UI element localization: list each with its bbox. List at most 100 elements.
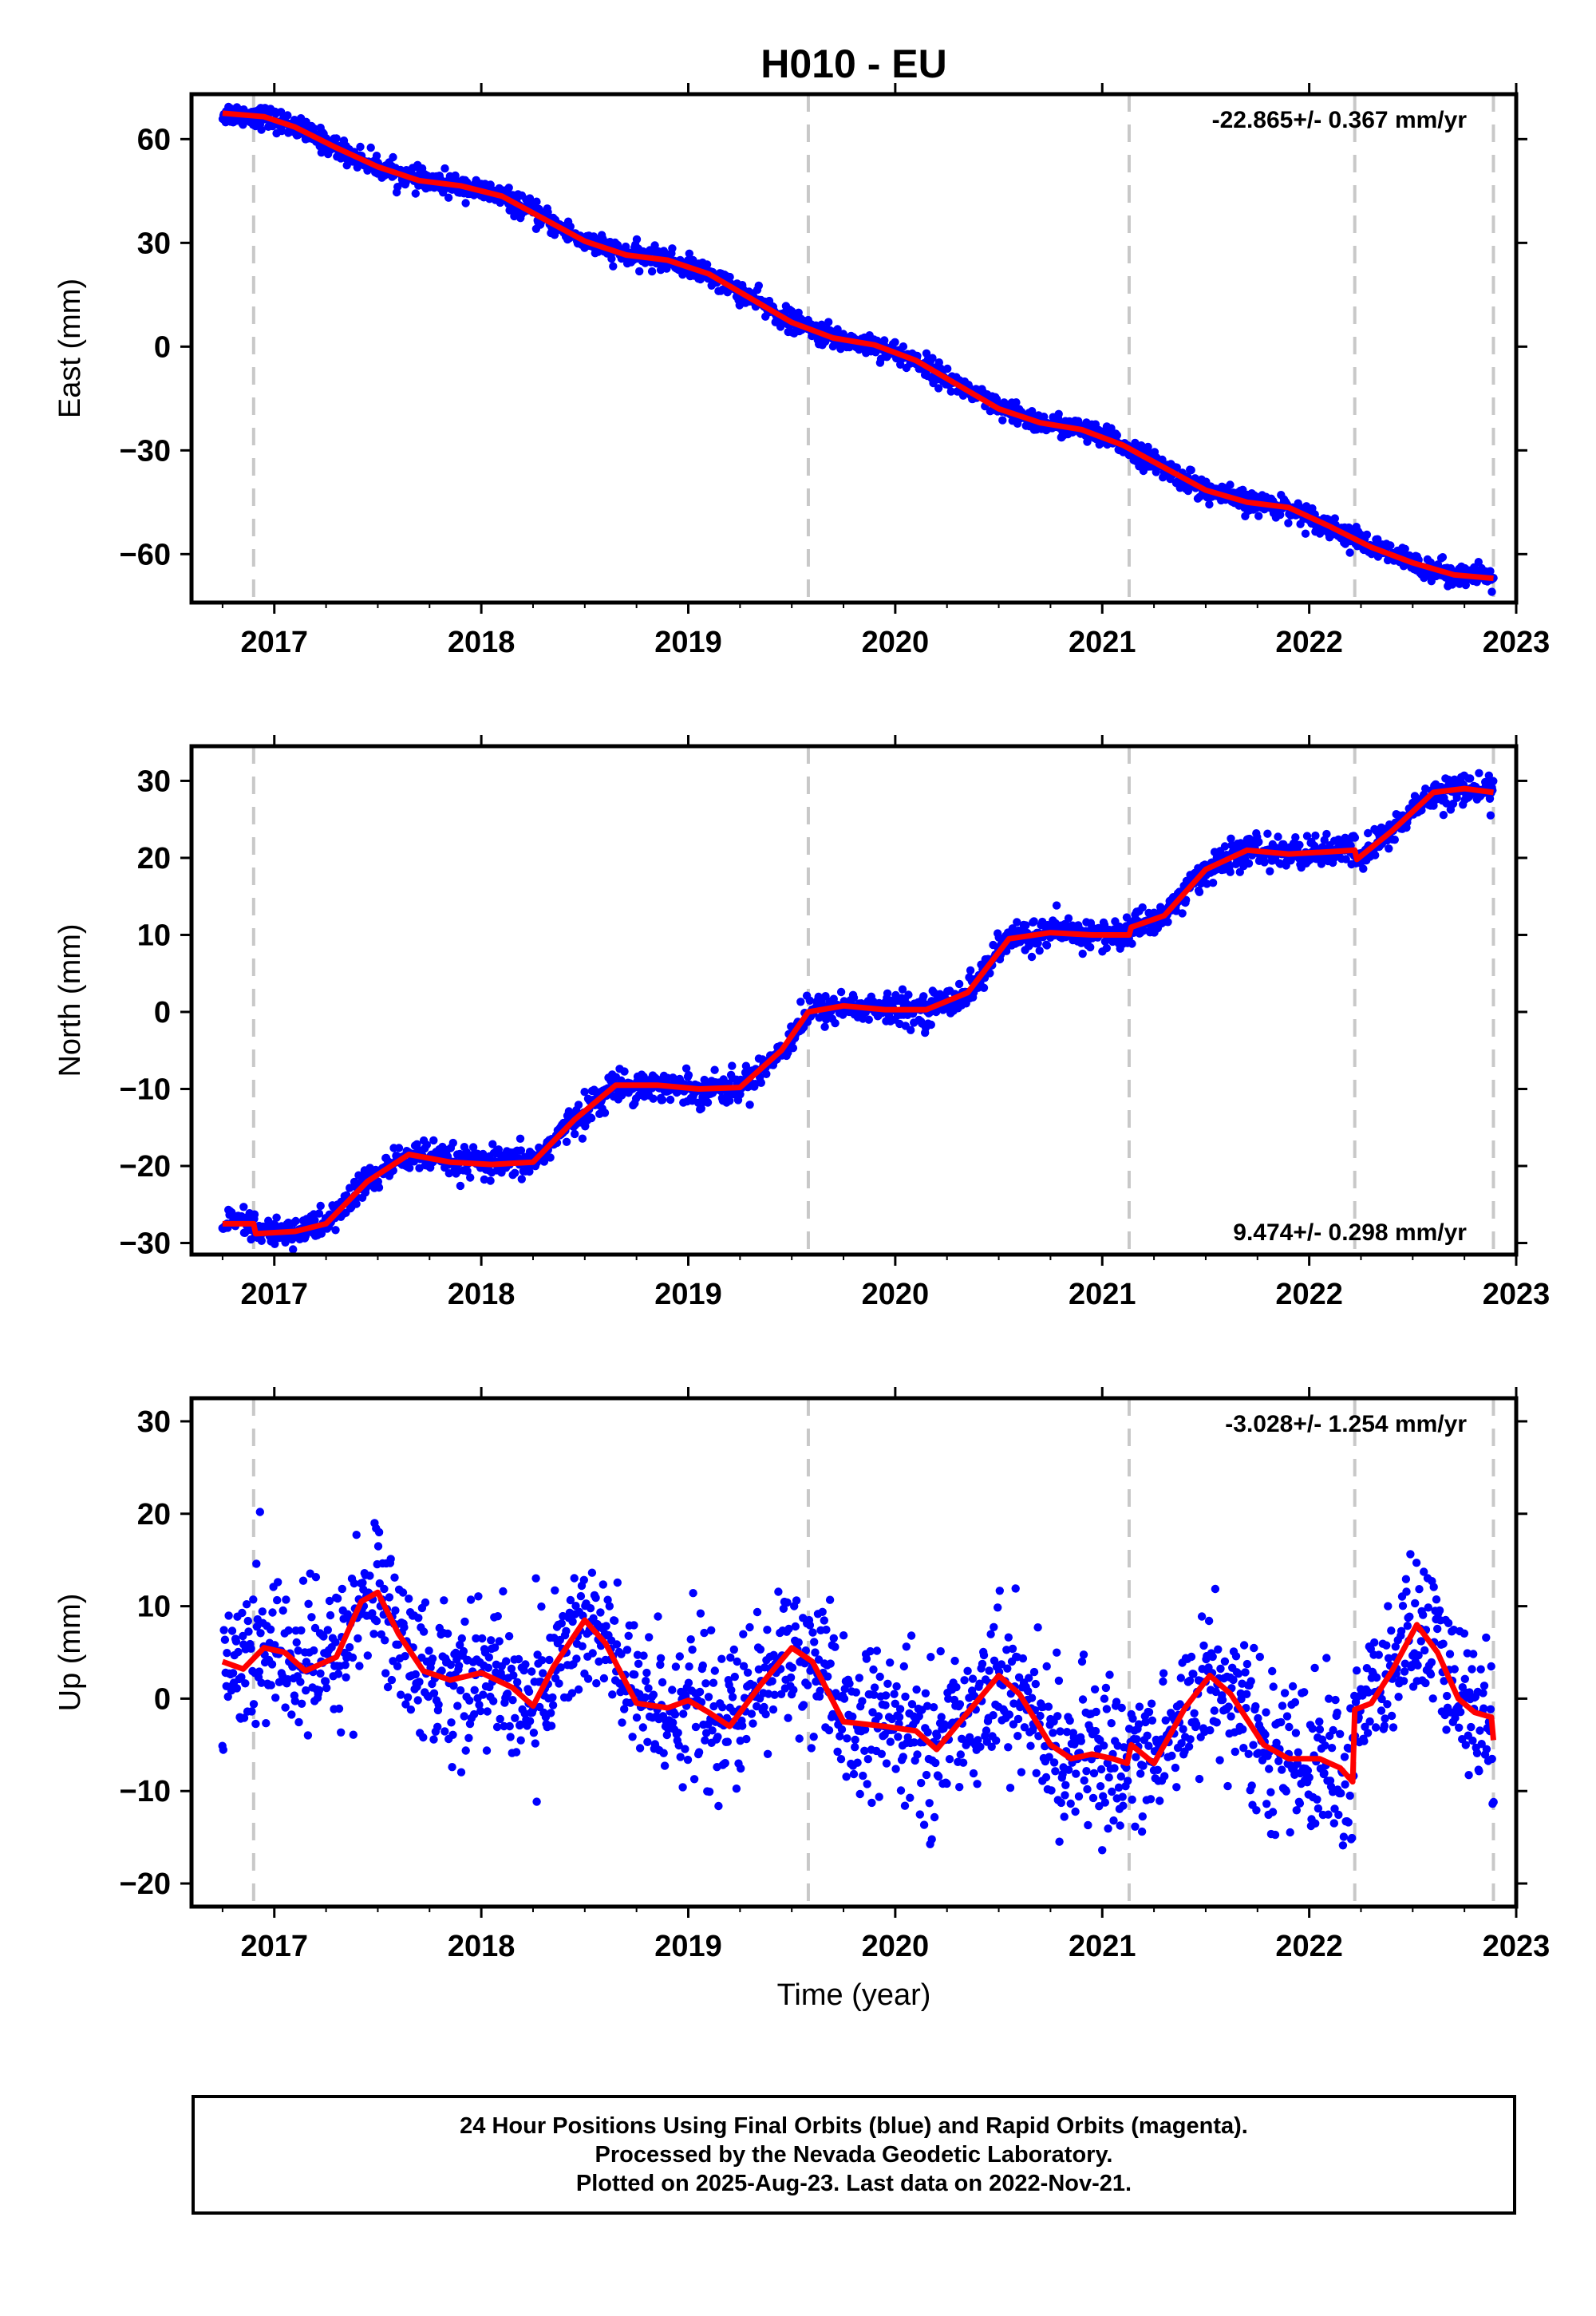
data-point — [855, 1789, 864, 1799]
data-point — [1220, 1657, 1230, 1666]
data-point — [1231, 1652, 1241, 1661]
data-point — [598, 1580, 607, 1589]
data-point — [449, 1682, 458, 1690]
data-point — [456, 1181, 465, 1191]
y-axis-label-north: North (mm) — [53, 923, 87, 1077]
data-point — [504, 184, 513, 192]
data-point — [945, 1755, 954, 1764]
data-point — [688, 1645, 697, 1654]
data-point — [809, 1733, 818, 1741]
data-point — [927, 1835, 936, 1844]
data-point — [642, 1668, 651, 1678]
data-point — [271, 1239, 279, 1249]
data-point — [262, 1719, 271, 1728]
data-point — [644, 1684, 653, 1693]
data-point — [763, 1626, 772, 1634]
data-point — [609, 262, 618, 271]
data-point — [411, 1670, 420, 1679]
data-point — [397, 1690, 405, 1699]
data-point — [820, 1616, 829, 1625]
data-point — [322, 1683, 331, 1693]
x-tick-label: 2023 — [1483, 626, 1551, 659]
panel-east: 2017 2018 2019 2020 2021 2022 202360300−30−60E… — [53, 83, 1550, 659]
data-point — [618, 1718, 626, 1727]
data-point — [250, 1210, 259, 1219]
data-point — [429, 1136, 438, 1145]
data-point — [337, 1728, 346, 1737]
data-point — [933, 1732, 942, 1741]
y-tick-label: −20 — [120, 1150, 171, 1184]
data-point — [284, 1626, 293, 1635]
x-tick-label: 2018 — [448, 626, 516, 659]
data-point — [484, 1653, 493, 1662]
data-point — [1091, 1726, 1100, 1736]
data-point — [1107, 424, 1116, 433]
data-point — [1345, 548, 1354, 557]
data-point — [792, 1596, 801, 1605]
data-point — [1049, 1729, 1057, 1737]
data-point — [1100, 1694, 1109, 1703]
data-point — [1311, 831, 1320, 840]
data-point — [829, 1634, 839, 1642]
data-point — [1072, 1769, 1080, 1778]
data-point — [833, 325, 842, 334]
data-point — [607, 255, 616, 263]
data-point — [1191, 1720, 1201, 1729]
data-point — [444, 193, 453, 202]
data-point — [612, 1640, 622, 1649]
data-point — [434, 1700, 443, 1709]
data-point — [613, 1578, 622, 1587]
data-point — [579, 1575, 588, 1585]
data-point — [425, 1646, 433, 1655]
x-tick-label: 2020 — [862, 626, 930, 659]
data-point — [220, 1635, 230, 1644]
data-point — [1466, 774, 1475, 783]
data-point — [610, 1616, 619, 1626]
x-tick-label: 2022 — [1275, 1278, 1343, 1311]
data-point — [843, 1734, 851, 1743]
data-point — [919, 992, 928, 1001]
data-point — [990, 1622, 998, 1632]
data-point — [1104, 1824, 1112, 1833]
data-point — [257, 1236, 266, 1246]
data-point — [587, 1113, 596, 1123]
data-point — [1086, 943, 1095, 952]
scatter-points-up — [218, 1508, 1498, 1855]
data-point — [268, 1608, 277, 1617]
data-point — [457, 1634, 466, 1643]
data-point — [883, 989, 892, 998]
data-point — [1136, 1769, 1145, 1778]
panels: 2017 2018 2019 2020 2021 2022 202360300−30−60E… — [53, 83, 1550, 1963]
data-point — [323, 1626, 332, 1634]
x-tick-label: 2018 — [448, 1278, 516, 1311]
data-point — [257, 125, 266, 134]
data-point — [474, 1592, 483, 1601]
data-point — [331, 1226, 340, 1235]
data-point — [460, 1712, 468, 1721]
data-point — [875, 1792, 883, 1801]
data-point — [557, 1619, 566, 1628]
data-point — [1092, 1707, 1100, 1717]
data-point — [936, 1646, 945, 1656]
data-point — [239, 1203, 248, 1211]
data-point — [1266, 1788, 1275, 1796]
data-point — [727, 1686, 736, 1694]
data-point — [842, 1773, 851, 1781]
data-point — [1212, 1718, 1221, 1727]
data-point — [244, 1627, 253, 1636]
data-point — [1385, 844, 1393, 853]
data-point — [1053, 1712, 1062, 1721]
data-point — [979, 983, 989, 993]
data-point — [851, 1743, 859, 1752]
data-point — [907, 1631, 916, 1640]
data-point — [728, 1693, 737, 1701]
data-point — [484, 1663, 493, 1672]
data-point — [763, 1749, 772, 1758]
panel-up: 2017 2018 2019 2020 2021 2022 20233020100−10−2… — [53, 1387, 1550, 1963]
data-point — [718, 1703, 727, 1712]
data-point — [249, 1700, 259, 1709]
data-point — [456, 1686, 465, 1695]
data-point — [966, 966, 975, 975]
data-point — [934, 384, 943, 393]
data-point — [332, 134, 341, 143]
